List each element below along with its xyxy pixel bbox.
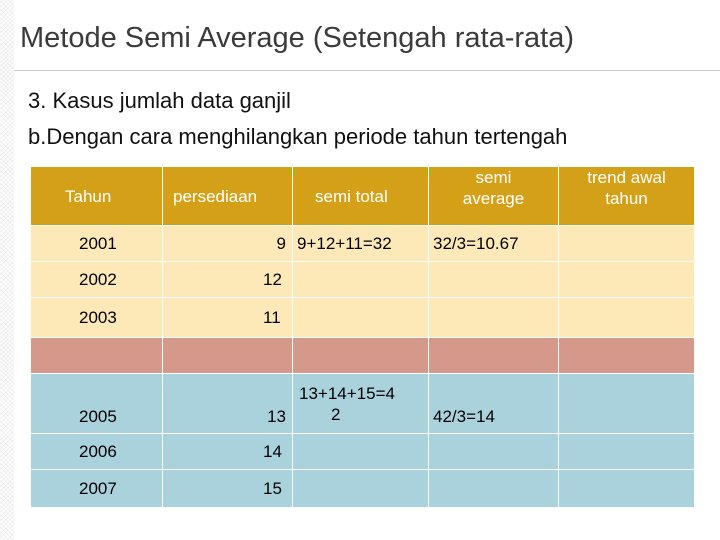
trend-cell xyxy=(558,225,695,262)
table-row: 2003 11 xyxy=(30,297,695,338)
trend-cell xyxy=(558,373,695,434)
removed-middle-row xyxy=(30,337,695,374)
year-cell: 2007 xyxy=(30,469,163,508)
semi-total-cell: 13+14+15=4 2 xyxy=(292,373,429,434)
header-semi-average-line1: semi xyxy=(475,168,512,187)
persediaan-cell: 14 xyxy=(162,433,293,470)
header-persediaan: persediaan xyxy=(162,166,293,226)
semi-average-cell xyxy=(428,297,559,338)
semi-average-cell xyxy=(428,337,559,374)
semi-total-cell xyxy=(292,337,429,374)
slide-title: Metode Semi Average (Setengah rata-rata) xyxy=(20,22,575,54)
semi-total-cell xyxy=(292,469,429,508)
semi-total-cell xyxy=(292,261,429,298)
persediaan-cell: 15 xyxy=(162,469,293,508)
persediaan-cell xyxy=(162,337,293,374)
trend-cell xyxy=(558,261,695,298)
table-row: 2007 15 xyxy=(30,469,695,508)
table-row: 2002 12 xyxy=(30,261,695,298)
header-semi-total: semi total xyxy=(292,166,429,226)
semi-average-cell xyxy=(428,433,559,470)
semi-average-cell: 32/3=10.67 xyxy=(428,225,559,262)
trend-cell xyxy=(558,469,695,508)
bullet-case: 3. Kasus jumlah data ganjil xyxy=(28,88,291,113)
semi-average-cell xyxy=(428,469,559,508)
year-cell: 2001 xyxy=(30,225,163,262)
year-cell xyxy=(30,337,163,374)
trend-cell xyxy=(558,433,695,470)
trend-cell xyxy=(558,297,695,338)
semi-total-cell xyxy=(292,297,429,338)
table-row: 2006 14 xyxy=(30,433,695,470)
header-trend-line2: tahun xyxy=(605,189,648,208)
year-cell: 2006 xyxy=(30,433,163,470)
year-cell: 2002 xyxy=(30,261,163,298)
table-row: 2005 13 13+14+15=4 2 42/3=14 xyxy=(30,373,695,434)
persediaan-cell: 11 xyxy=(162,297,293,338)
semi-total-line1: 13+14+15=4 xyxy=(299,383,395,403)
semi-average-cell: 42/3=14 xyxy=(428,373,559,434)
semi-average-table: Tahun persediaan semi total semi average… xyxy=(30,166,695,508)
trend-cell xyxy=(558,337,695,374)
semi-total-line2: 2 xyxy=(331,404,341,424)
semi-total-cell: 9+12+11=32 xyxy=(292,225,429,262)
persediaan-cell: 9 xyxy=(162,225,293,262)
persediaan-cell: 13 xyxy=(162,373,293,434)
header-semi-average-line2: average xyxy=(462,189,525,208)
semi-total-cell xyxy=(292,433,429,470)
bullet-method: b.Dengan cara menghilangkan periode tahu… xyxy=(28,124,568,149)
header-tahun: Tahun xyxy=(30,166,163,226)
header-trend-awal-tahun: trend awal tahun xyxy=(558,166,695,226)
header-semi-average: semi average xyxy=(428,166,559,226)
table-header-row: Tahun persediaan semi total semi average… xyxy=(30,166,695,226)
year-cell: 2005 xyxy=(30,373,163,434)
persediaan-cell: 12 xyxy=(162,261,293,298)
header-trend-line1: trend awal xyxy=(587,168,666,187)
table-row: 2001 9 9+12+11=32 32/3=10.67 xyxy=(30,225,695,262)
year-cell: 2003 xyxy=(30,297,163,338)
semi-average-cell xyxy=(428,261,559,298)
title-divider xyxy=(14,70,720,71)
